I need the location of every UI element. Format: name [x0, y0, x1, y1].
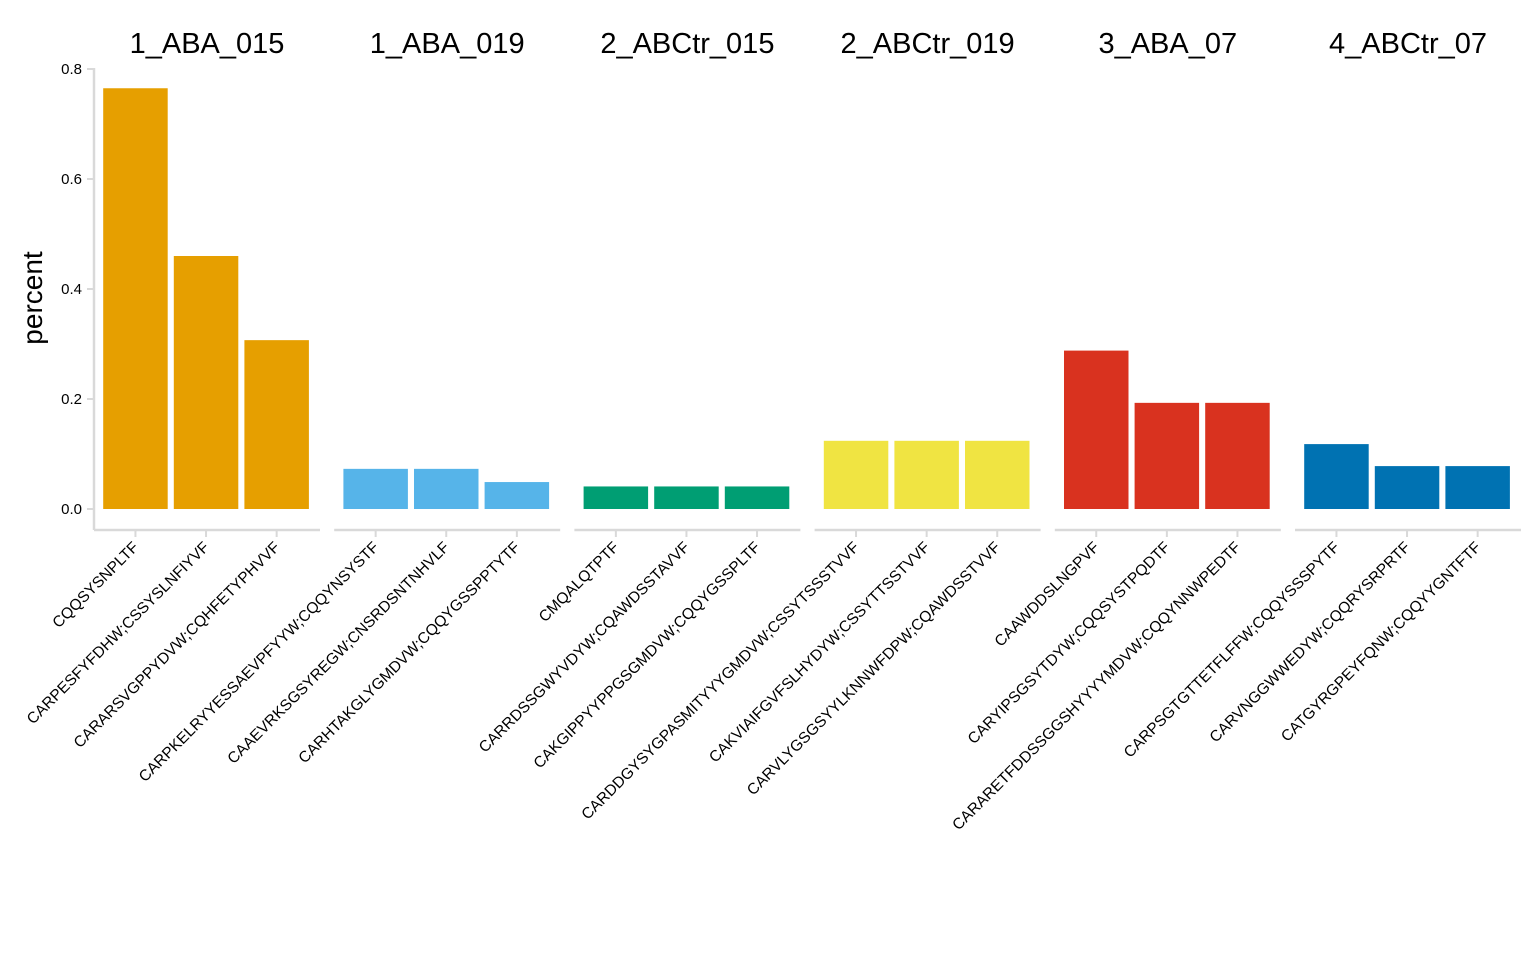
y-tick-label: 0.4	[61, 281, 82, 298]
y-tick-label: 0.6	[61, 171, 82, 188]
bar	[724, 486, 790, 509]
y-axis-title: percent	[17, 251, 48, 345]
bar	[654, 486, 719, 509]
bar	[414, 468, 479, 509]
panel-title: 2_ABCtr_015	[600, 28, 774, 60]
bar	[1374, 466, 1440, 509]
bar	[965, 440, 1030, 509]
bar	[894, 440, 959, 509]
bar	[1064, 350, 1129, 509]
bar	[583, 486, 649, 509]
panels: 1_ABA_015CQQSYSNPLTFCARPESFYFDHW;CSSYSLN…	[24, 28, 1521, 834]
bar	[244, 340, 309, 509]
bar	[823, 440, 889, 509]
bar	[484, 482, 550, 509]
panel-title: 1_ABA_019	[370, 28, 525, 60]
y-tick-label: 0.0	[61, 501, 82, 518]
bar	[1205, 402, 1270, 509]
bar	[173, 256, 239, 509]
panel-title: 3_ABA_07	[1098, 28, 1237, 60]
bar	[1445, 466, 1510, 509]
y-axis-ticks: 0.0 0.2 0.4 0.6 0.8	[61, 61, 94, 518]
bar	[1134, 402, 1200, 509]
bar	[103, 88, 168, 509]
y-tick-label: 0.2	[61, 391, 82, 408]
panel-2_ABCtr_019: 2_ABCtr_019CARDDGYSYGPASMITYYYGMDVW;CSSY…	[578, 28, 1041, 823]
panel-4_ABCtr_07: 4_ABCtr_07CARPSGTGTTETFLFFW;CQQYSSSPYTFC…	[1121, 28, 1521, 761]
panel-title: 1_ABA_015	[130, 28, 285, 60]
bar	[1304, 444, 1369, 509]
bar	[343, 468, 408, 509]
panel-title: 4_ABCtr_07	[1329, 28, 1487, 60]
x-tick-label: CARVLYGSGSYYLKNNWFDPW;CQAWDSSTVVF	[744, 539, 1004, 799]
panel-title: 2_ABCtr_019	[841, 28, 1015, 60]
y-tick-label: 0.8	[61, 61, 82, 78]
